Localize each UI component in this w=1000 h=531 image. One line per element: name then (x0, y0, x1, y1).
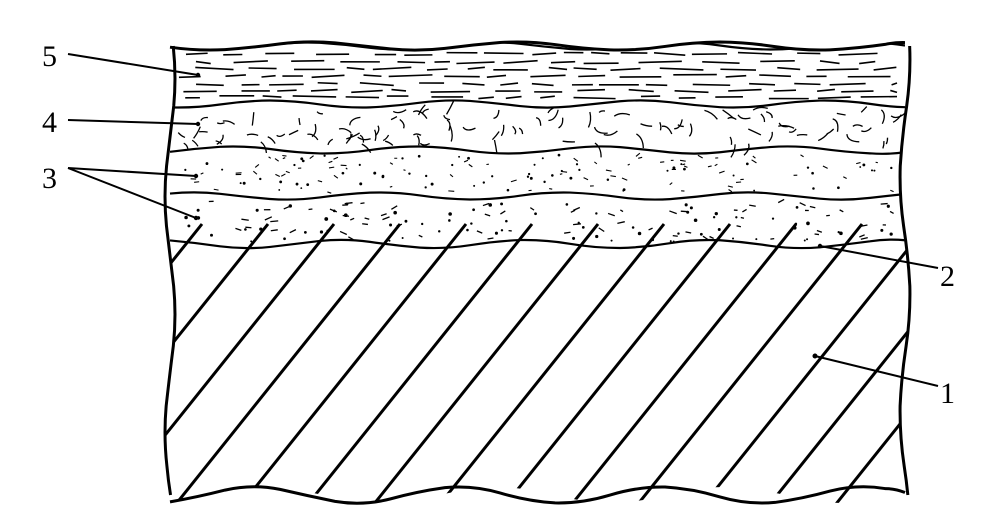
diagram-container: 5 4 3 2 1 (0, 0, 1000, 531)
label-4: 4 (42, 106, 57, 140)
label-3: 3 (42, 162, 57, 196)
label-1: 1 (940, 377, 955, 411)
label-5: 5 (42, 40, 57, 74)
diagram-svg (0, 0, 1000, 531)
label-2: 2 (940, 260, 955, 294)
